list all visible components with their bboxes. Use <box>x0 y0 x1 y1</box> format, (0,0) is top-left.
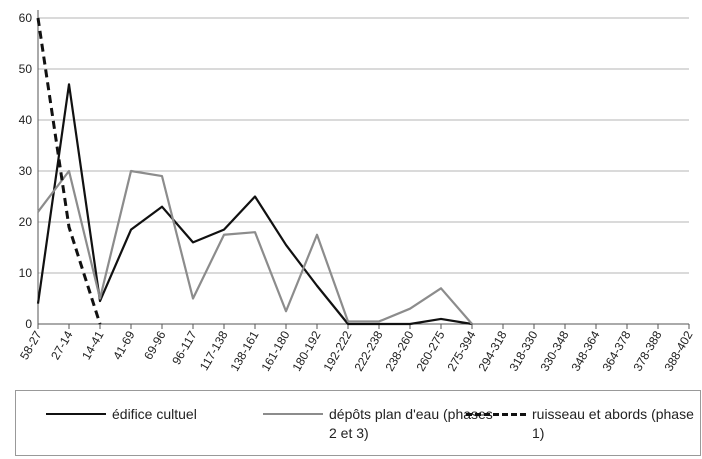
x-tick-label: 14-41 <box>79 328 107 362</box>
x-tick-label: 27-14 <box>48 328 76 362</box>
y-tick-label: 50 <box>19 62 33 76</box>
y-tick-label: 60 <box>19 11 33 25</box>
x-tick-label: 294-318 <box>475 328 509 373</box>
chart: 0 10 20 30 40 50 60 58-27 27-14 14-41 41-69 69-96 96… <box>17 10 696 374</box>
series-line <box>36 17 102 325</box>
x-tick-label: 318-330 <box>506 328 540 373</box>
legend-label: ruisseau et abords (phase 1) <box>532 406 694 441</box>
x-tick-label: 222-238 <box>351 328 385 373</box>
legend-swatch <box>263 413 323 415</box>
x-tick-label: 138-161 <box>227 328 261 373</box>
x-tick-label: 192-222 <box>320 328 354 373</box>
legend: édifice cultuel dépôts plan d'eau (phases… <box>15 390 701 456</box>
legend-swatch <box>46 413 106 415</box>
series-line <box>36 83 473 326</box>
legend-swatch <box>466 413 526 416</box>
series-line <box>37 169 473 325</box>
x-tick-label: 378-388 <box>630 328 664 373</box>
legend-label: édifice cultuel <box>112 406 197 422</box>
legend-label: dépôts plan d'eau (phases 2 et 3) <box>329 406 493 441</box>
x-tick-label: 161-180 <box>258 328 292 373</box>
x-tick-label: 330-348 <box>537 328 571 373</box>
x-tick-label: 260-275 <box>413 328 447 373</box>
y-tick-label: 0 <box>25 317 32 331</box>
x-tick-label: 117-138 <box>197 328 231 373</box>
legend-item: ruisseau et abords (phase 1) <box>466 405 702 443</box>
x-tick-label: 180-192 <box>289 328 323 373</box>
x-tick-label: 41-69 <box>110 328 138 362</box>
x-tick-label: 69-96 <box>141 328 169 362</box>
x-tick-label: 96-117 <box>169 328 200 367</box>
y-tick-label: 20 <box>19 215 33 229</box>
x-tick-label: 238-260 <box>382 328 416 373</box>
legend-item: dépôts plan d'eau (phases 2 et 3) <box>263 405 499 443</box>
x-tick-label: 388-402 <box>661 328 695 373</box>
y-tick-label: 40 <box>19 113 33 127</box>
x-tick-label: 58-27 <box>17 328 45 362</box>
x-tick-label: 275-394 <box>444 328 478 373</box>
y-tick-label: 30 <box>19 164 33 178</box>
x-tick-label: 348-364 <box>568 328 602 373</box>
y-tick-label: 10 <box>19 266 33 280</box>
legend-item: édifice cultuel <box>46 405 282 424</box>
x-tick-label: 364-378 <box>599 328 633 373</box>
